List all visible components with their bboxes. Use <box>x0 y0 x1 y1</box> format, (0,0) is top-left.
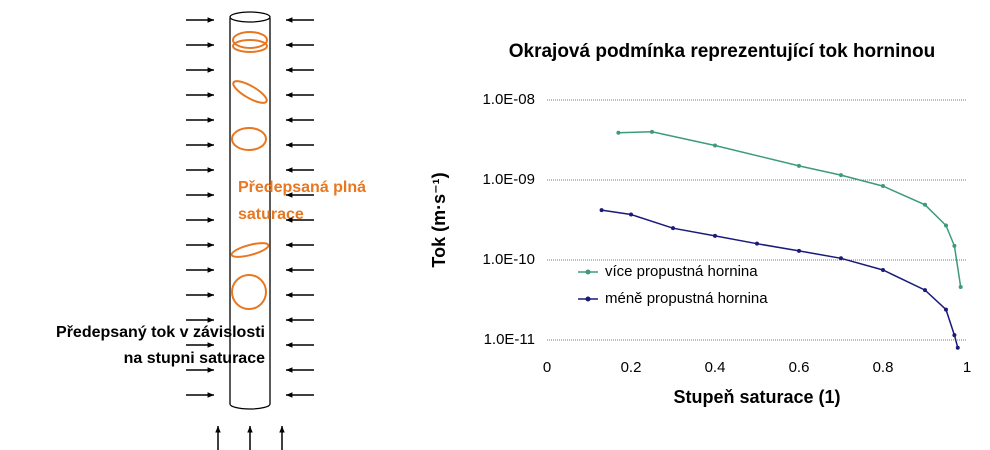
tube-top <box>229 11 271 23</box>
x-tick-label: 0.4 <box>705 359 726 376</box>
point <box>797 248 801 253</box>
black-label: Předepsaný tok v závislosti <box>56 324 265 341</box>
bubble <box>231 274 267 310</box>
arrow-head <box>207 267 214 273</box>
arrow-head <box>207 142 214 148</box>
chart-title: Okrajová podmínka reprezentující tok hor… <box>509 41 936 62</box>
point <box>923 202 927 207</box>
bubble <box>232 31 268 49</box>
point <box>616 130 621 135</box>
arrow-head <box>207 42 214 48</box>
point <box>599 208 604 213</box>
bubble <box>232 80 268 104</box>
legend-label: méně propustná hornina <box>605 290 768 307</box>
point <box>671 226 675 231</box>
legend-marker <box>585 296 591 302</box>
point <box>955 345 960 350</box>
arrow-head <box>286 217 293 223</box>
point <box>797 163 801 168</box>
arrow-head <box>286 142 293 148</box>
y-tick-label: 1.0E-08 <box>482 91 535 108</box>
bubble <box>230 242 270 258</box>
diagram: Předepsaná plná saturace Předepsaný tok … <box>56 11 366 450</box>
arrow-head <box>215 426 221 433</box>
bubble <box>232 39 268 53</box>
arrow-head <box>286 317 293 323</box>
arrow-head <box>207 242 214 248</box>
arrow-head <box>286 117 293 123</box>
x-axis-label: Stupeň saturace (1) <box>673 387 840 407</box>
point <box>629 212 633 217</box>
point <box>881 267 885 272</box>
legend-marker <box>585 269 591 275</box>
arrow-head <box>207 92 214 98</box>
point <box>881 184 885 189</box>
bubble <box>231 127 267 151</box>
point <box>952 333 957 338</box>
x-tick-label: 0.8 <box>873 359 894 376</box>
point <box>650 129 654 134</box>
point <box>713 233 717 238</box>
arrow-head <box>286 392 293 398</box>
arrow-head <box>207 367 214 373</box>
x-tick-label: 1 <box>963 359 971 376</box>
x-tick-label: 0 <box>543 359 551 376</box>
arrow-head <box>207 192 214 198</box>
arrow-head <box>207 342 214 348</box>
tube-bottom <box>229 403 271 410</box>
arrow-head <box>286 192 293 198</box>
arrow-head <box>207 317 214 323</box>
arrow-head <box>247 426 253 433</box>
legend-label: více propustná hornina <box>605 263 758 280</box>
arrow-head <box>286 92 293 98</box>
y-tick-label: 1.0E-10 <box>482 251 535 268</box>
bubbles <box>230 31 270 310</box>
arrow-head <box>207 167 214 173</box>
arrow-head <box>286 367 293 373</box>
orange-label: Předepsaná plná <box>238 179 366 196</box>
series-line <box>618 131 962 288</box>
point <box>923 288 927 293</box>
arrow-head <box>286 292 293 298</box>
point <box>713 143 717 148</box>
point <box>755 241 759 246</box>
series-line <box>601 209 959 348</box>
point <box>839 256 843 261</box>
x-tick-label: 0.2 <box>621 359 642 376</box>
arrow-head <box>286 342 293 348</box>
arrow-head <box>207 392 214 398</box>
point <box>958 284 963 289</box>
arrow-head <box>286 17 293 23</box>
arrow-head <box>207 292 214 298</box>
arrow-head <box>286 67 293 73</box>
arrow-head <box>286 42 293 48</box>
arrow-head <box>286 167 293 173</box>
y-tick-label: 1.0E-09 <box>482 171 535 188</box>
point <box>839 173 843 178</box>
y-axis-label: Tok (m·s⁻¹) <box>429 172 449 267</box>
arrow-head <box>207 17 214 23</box>
arrow-head <box>286 267 293 273</box>
arrow-head <box>286 242 293 248</box>
arrow-head <box>207 67 214 73</box>
arrow-head <box>207 117 214 123</box>
x-tick-label: 0.6 <box>789 359 810 376</box>
point <box>944 307 948 312</box>
black-label: na stupni saturace <box>124 350 265 367</box>
y-tick-label: 1.0E-11 <box>484 331 535 348</box>
arrow-head <box>279 426 285 433</box>
orange-label: saturace <box>238 206 304 223</box>
point <box>952 243 957 248</box>
arrow-head <box>207 217 214 223</box>
point <box>944 223 948 228</box>
